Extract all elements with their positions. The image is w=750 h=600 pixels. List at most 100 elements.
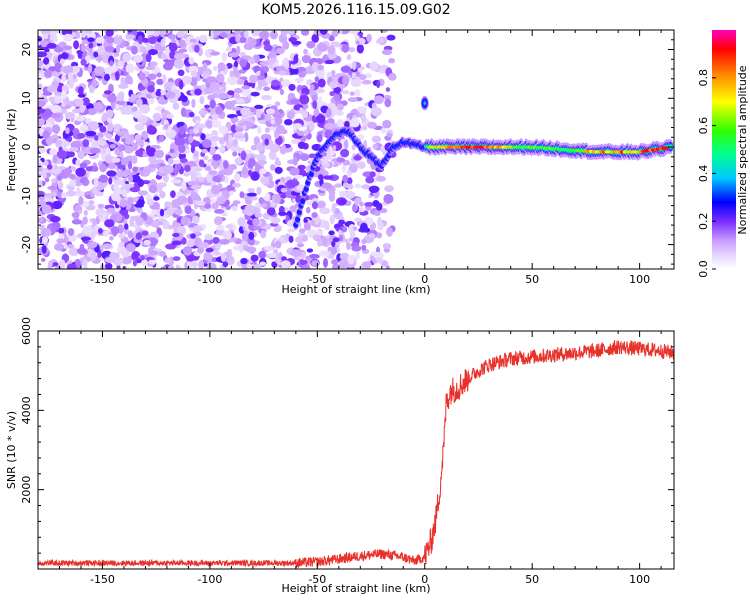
heatmap-cell [93, 51, 99, 58]
heatmap-cell [318, 174, 324, 181]
x-tick-label: -150 [90, 573, 115, 586]
colorbar-tick-label: 0.8 [697, 69, 710, 87]
heatmap-cell [260, 133, 272, 142]
heatmap-cell [255, 108, 262, 119]
heatmap-cell [250, 171, 260, 181]
x-tick-label: 50 [525, 573, 539, 586]
heatmap-cell [301, 30, 310, 36]
heatmap-cell [201, 138, 212, 149]
heatmap-cell [91, 166, 99, 172]
heatmap-cell [380, 64, 389, 71]
heatmap-cell [51, 200, 63, 210]
heatmap-cell [303, 218, 309, 223]
heatmap-cell [317, 43, 328, 52]
spectrogram-frame [37, 29, 675, 270]
heatmap-cell [80, 43, 86, 53]
heatmap-cell [334, 183, 343, 188]
heatmap-cell [38, 217, 44, 223]
heatmap-cell [384, 98, 392, 108]
heatmap-cell [297, 164, 306, 170]
heatmap-cell [174, 208, 183, 216]
x-tick-label: 100 [629, 573, 650, 586]
heatmap-cell [381, 127, 386, 134]
heatmap-cell [162, 220, 170, 230]
heatmap-cell [295, 217, 301, 222]
heatmap-cell [130, 174, 141, 183]
heatmap-cell [210, 146, 216, 153]
heatmap-cell [361, 79, 372, 85]
heatmap-cell [305, 255, 311, 261]
heatmap-cell [139, 104, 151, 114]
heatmap-cell [97, 45, 105, 55]
heatmap-cell [310, 219, 316, 226]
heatmap-cell [165, 91, 176, 99]
heatmap-cell [228, 164, 237, 171]
heatmap-cell [76, 247, 88, 254]
heatmap-cell [105, 133, 113, 139]
heatmap-cell [348, 237, 354, 242]
heatmap-cell [176, 192, 184, 197]
heatmap-cell [41, 245, 47, 254]
heatmap-cell [287, 228, 296, 233]
heatmap-cell [127, 160, 133, 170]
heatmap-cell [336, 119, 344, 127]
snr-x-ticks: -150 -100 -50 0 50 100 [37, 331, 662, 586]
heatmap-cell [240, 87, 251, 97]
heatmap-cell [258, 79, 263, 90]
heatmap-cell [58, 227, 65, 234]
heatmap-cell [239, 243, 244, 253]
heatmap-cell [376, 175, 386, 182]
heatmap-cell [108, 177, 113, 185]
heatmap-cell [278, 211, 287, 216]
heatmap-cell [359, 201, 364, 207]
heatmap-cell [38, 144, 46, 154]
heatmap-cell [360, 222, 368, 232]
heatmap-cell [230, 106, 242, 111]
heatmap-cell [332, 237, 340, 243]
heatmap-cell [346, 183, 354, 190]
heatmap-cell [77, 150, 85, 160]
heatmap-cell [225, 224, 234, 229]
heatmap-cell [48, 96, 55, 102]
heatmap-cell [51, 80, 59, 89]
heatmap-cell [294, 77, 304, 83]
y-tick-label: 0 [20, 144, 33, 151]
heatmap-cell [229, 70, 234, 78]
heatmap-cell [82, 97, 90, 106]
heatmap-cell [272, 111, 282, 119]
heatmap-cell [181, 237, 187, 245]
heatmap-cell [324, 220, 330, 231]
heatmap-cell [211, 120, 222, 128]
heatmap-cell [244, 204, 255, 213]
heatmap-cell [95, 208, 106, 217]
heatmap-cell [204, 203, 212, 209]
heatmap-cell [298, 228, 306, 234]
colorbar-tick-label: 0.4 [697, 165, 710, 183]
heatmap-cell [74, 98, 84, 107]
heatmap-cell [333, 94, 340, 102]
heatmap-cell [148, 250, 159, 256]
heatmap-cell [160, 38, 165, 48]
heatmap-cell [177, 69, 185, 77]
heatmap-cell [104, 45, 115, 53]
heatmap-cell [372, 143, 379, 150]
heatmap-cell [273, 226, 281, 233]
heatmap-cell [232, 69, 240, 77]
heatmap-cell [300, 251, 306, 260]
heatmap-cell [133, 54, 144, 63]
heatmap-cell [250, 91, 260, 97]
heatmap-cell [182, 246, 193, 256]
spectrogram-x-axis-label: Height of straight line (km) [281, 283, 430, 296]
heatmap-cell [352, 226, 358, 231]
heatmap-cell [114, 134, 120, 142]
heatmap-cell [38, 36, 43, 42]
heatmap-cell [67, 228, 75, 236]
heatmap-cell [180, 107, 187, 117]
heatmap-cell [123, 183, 135, 188]
heatmap-cell [190, 70, 197, 78]
heatmap-cell [204, 104, 210, 109]
heatmap-cell [137, 35, 144, 45]
heatmap-cell [138, 208, 144, 214]
heatmap-cell [218, 169, 229, 176]
heatmap-cell [190, 233, 196, 239]
